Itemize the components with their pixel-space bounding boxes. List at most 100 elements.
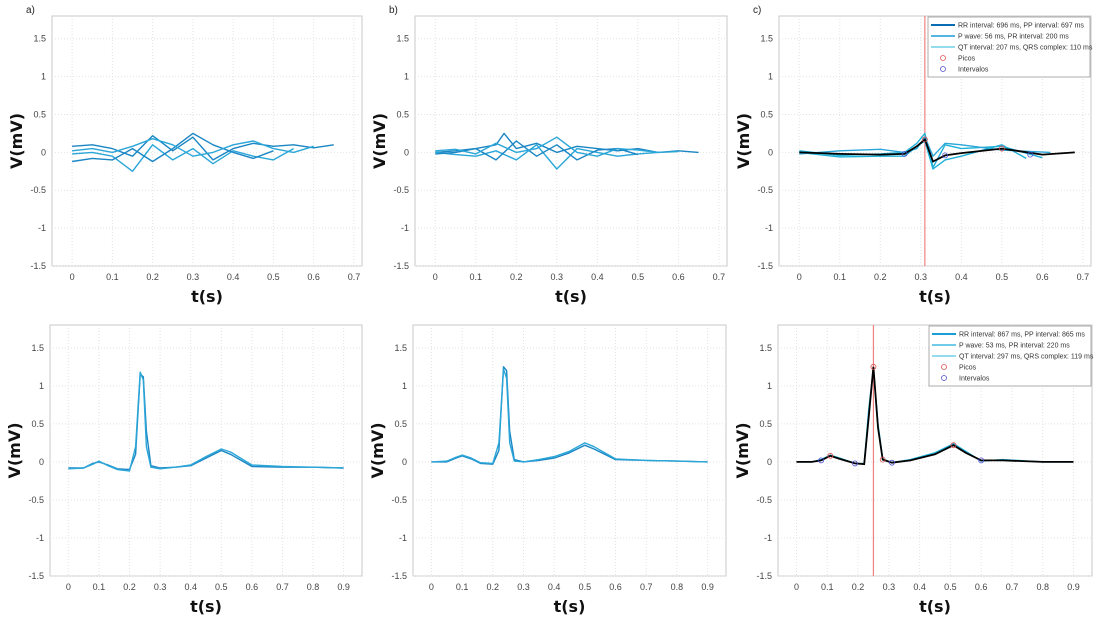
y-tick-label: 0.5 <box>33 109 46 119</box>
plot-area <box>49 324 363 577</box>
y-tick-label: -1.5 <box>28 571 44 581</box>
y-tick-label: -1.5 <box>393 261 409 271</box>
ecg-trace <box>435 140 639 161</box>
legend-entry-label: Intervalos <box>958 67 989 74</box>
y-tick-label: -1 <box>399 533 407 543</box>
ecg-trace <box>68 371 344 472</box>
x-tick-label: 0.1 <box>834 272 847 282</box>
y-axis-label: V(mV) <box>368 422 387 478</box>
x-tick-label: 0.5 <box>579 582 592 592</box>
y-tick-label: -0.5 <box>391 495 407 505</box>
x-axis-label: t(s) <box>919 597 951 616</box>
x-tick-label: 0.1 <box>470 272 483 282</box>
intervalos-marker <box>889 459 895 466</box>
x-tick-label: 0 <box>797 272 802 282</box>
x-tick-label: 0 <box>794 582 799 592</box>
y-tick-label: 1 <box>39 381 44 391</box>
picos-marker <box>827 452 834 459</box>
x-tick-label: 0.5 <box>267 272 280 282</box>
subplot-6: 0 0.1 0.2 0.3 0.4 0.5 0.6 0.7 0.8 0.9 -1.5 -1 -0.5 0 0… <box>733 324 1094 616</box>
y-tick-label: 0 <box>768 147 773 157</box>
x-tick-label: 0 <box>429 582 434 592</box>
y-tick-label: 0.5 <box>394 419 407 429</box>
x-tick-label: 0.6 <box>975 582 988 592</box>
x-tick-label: 0.7 <box>276 582 289 592</box>
x-tick-label: 0.2 <box>123 582 136 592</box>
legend-entry-label: RR interval: 867 ms, PP interval: 865 ms <box>959 332 1085 339</box>
x-tick-label: 0.7 <box>640 582 653 592</box>
plot-area <box>414 15 728 267</box>
panel-label: a) <box>26 5 35 16</box>
x-tick-label: 0.8 <box>307 582 320 592</box>
intervalos-marker <box>852 460 858 467</box>
x-tick-label: 0 <box>66 582 71 592</box>
x-tick-label: 0.3 <box>517 582 530 592</box>
picos-marker <box>998 145 1005 152</box>
x-tick-label: 0.3 <box>154 582 167 592</box>
y-tick-label: 1.5 <box>396 34 409 44</box>
x-tick-label: 0.4 <box>548 582 561 592</box>
y-tick-label: -0.5 <box>30 185 46 195</box>
y-tick-label: 1.5 <box>31 343 44 353</box>
y-tick-label: -1 <box>38 223 46 233</box>
x-axis-label: t(s) <box>191 287 223 306</box>
intervalos-marker <box>978 457 985 464</box>
ecg-trace <box>435 144 659 170</box>
y-tick-label: 0 <box>767 457 772 467</box>
ecg-trace <box>431 366 708 465</box>
x-tick-label: 0.2 <box>146 272 159 282</box>
y-tick-label: 0 <box>39 457 44 467</box>
legend-entry-label: Picos <box>958 56 976 63</box>
intervalos-marker <box>1027 151 1034 158</box>
panel-label: c) <box>753 5 761 16</box>
x-tick-label: 0.8 <box>1036 582 1049 592</box>
legend: RR interval: 867 ms, PP interval: 865 ms… <box>928 325 1094 387</box>
y-tick-label: 0.5 <box>759 419 772 429</box>
x-tick-label: 0.3 <box>915 272 928 282</box>
legend-entry-label: P wave: 53 ms, PR interval: 220 ms <box>959 343 1070 350</box>
y-tick-label: -0.5 <box>28 495 44 505</box>
x-tick-label: 0.5 <box>632 272 645 282</box>
x-tick-label: 0.3 <box>187 272 200 282</box>
y-tick-label: -1.5 <box>30 261 46 271</box>
y-tick-label: 1 <box>404 72 409 82</box>
x-tick-label: 0.9 <box>701 582 714 592</box>
x-tick-label: 0.1 <box>93 582 106 592</box>
ecg-trace <box>435 136 679 157</box>
x-tick-label: 0.4 <box>591 272 604 282</box>
y-tick-label: 1.5 <box>394 343 407 353</box>
y-tick-label: -0.5 <box>393 185 409 195</box>
picos-marker <box>870 363 877 370</box>
x-tick-label: 0.6 <box>246 582 259 592</box>
y-tick-label: 1 <box>41 72 46 82</box>
y-tick-label: 1.5 <box>33 34 46 44</box>
subplot-4: 0 0.1 0.2 0.3 0.4 0.5 0.6 0.7 0.8 0.9 -1.5 -1 -0.5 0 0… <box>5 324 363 616</box>
legend-entry-label: Intervalos <box>959 376 990 383</box>
x-tick-label: 0.7 <box>713 272 726 282</box>
y-tick-label: 1 <box>402 381 407 391</box>
x-tick-label: 0.1 <box>821 582 834 592</box>
legend-entry-label: QT interval: 207 ms, QRS complex: 110 ms <box>958 45 1093 52</box>
y-tick-label: -1.5 <box>756 571 772 581</box>
y-tick-label: 0.5 <box>396 109 409 119</box>
x-tick-label: 0.4 <box>184 582 197 592</box>
y-tick-label: 0 <box>404 147 409 157</box>
x-tick-label: 0.9 <box>337 582 350 592</box>
x-tick-label: 0.9 <box>1067 582 1080 592</box>
x-tick-label: 0.7 <box>348 272 361 282</box>
x-tick-label: 0.7 <box>1077 272 1090 282</box>
x-tick-label: 0.5 <box>996 272 1009 282</box>
legend-marker-swatch <box>940 66 946 72</box>
y-tick-label: -1.5 <box>757 261 773 271</box>
y-tick-label: 0 <box>402 457 407 467</box>
x-tick-label: 0.8 <box>671 582 684 592</box>
y-tick-label: -0.5 <box>757 185 773 195</box>
y-tick-label: -1 <box>36 533 44 543</box>
subplot-1: 0 0.1 0.2 0.3 0.4 0.5 0.6 0.7 -1.5 -1 -0.5 0 0.5 1 1.5… <box>7 5 363 306</box>
y-tick-label: 1 <box>768 72 773 82</box>
x-tick-label: 0.3 <box>551 272 564 282</box>
x-axis-label: t(s) <box>554 597 586 616</box>
x-tick-label: 0.4 <box>913 582 926 592</box>
y-axis-label: V(mV) <box>370 113 389 169</box>
legend: RR interval: 696 ms, PP interval: 697 ms… <box>927 16 1093 78</box>
